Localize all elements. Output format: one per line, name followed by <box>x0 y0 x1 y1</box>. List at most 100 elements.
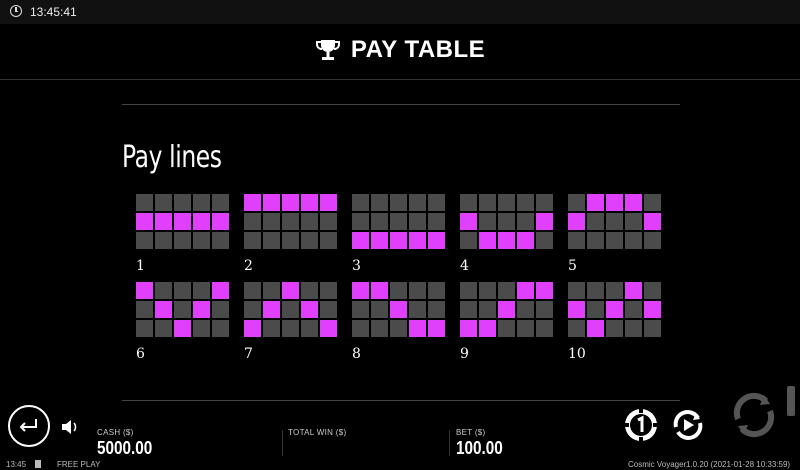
payline-cell <box>644 194 661 211</box>
payline-cell-active <box>644 301 661 318</box>
payline-cell <box>136 232 153 249</box>
payline-cell-active <box>244 194 261 211</box>
payline-cell <box>479 213 496 230</box>
payline-cell-active <box>320 320 337 337</box>
payline-cell-active <box>320 194 337 211</box>
payline-cell <box>212 232 229 249</box>
payline-cell <box>460 301 477 318</box>
payline-cell <box>587 282 604 299</box>
payline-8: 8 <box>352 282 445 362</box>
payline-cell-active <box>517 232 534 249</box>
payline-cell <box>212 301 229 318</box>
payline-cell <box>212 194 229 211</box>
payline-cell <box>371 320 388 337</box>
payline-6: 6 <box>136 282 229 362</box>
payline-cell <box>282 320 299 337</box>
payline-1: 1 <box>136 194 229 274</box>
payline-cell-active <box>301 301 318 318</box>
total-win-label: TOTAL WIN ($) <box>288 428 347 437</box>
payline-cell <box>174 301 191 318</box>
payline-cell <box>498 320 515 337</box>
payline-cell <box>193 320 210 337</box>
payline-number: 7 <box>244 346 253 362</box>
payline-cell <box>625 213 642 230</box>
payline-cell <box>155 320 172 337</box>
payline-cell <box>644 282 661 299</box>
section-title: Pay lines <box>122 140 222 175</box>
payline-cell <box>409 282 426 299</box>
payline-cell <box>460 232 477 249</box>
payline-cell <box>644 232 661 249</box>
payline-cell-active <box>282 194 299 211</box>
scrollbar-thumb[interactable] <box>787 386 795 416</box>
payline-cell <box>587 232 604 249</box>
payline-5: 5 <box>568 194 661 274</box>
payline-cell-active <box>428 320 445 337</box>
payline-cell <box>244 282 261 299</box>
payline-cell <box>625 301 642 318</box>
payline-10: 10 <box>568 282 661 362</box>
page-header: PAY TABLE <box>0 34 800 66</box>
payline-cell <box>587 213 604 230</box>
payline-cell <box>352 213 369 230</box>
payline-cell-active <box>536 282 553 299</box>
payline-cell-active <box>606 194 623 211</box>
payline-cell <box>536 301 553 318</box>
payline-cell <box>536 320 553 337</box>
status-bar: 13:45 FREE PLAY Cosmic Voyager 1.0.20 (2… <box>0 458 800 470</box>
payline-cell-active <box>212 213 229 230</box>
payline-cell-active <box>409 232 426 249</box>
payline-cell <box>193 282 210 299</box>
payline-cell-active <box>428 232 445 249</box>
top-bar: 13:45:41 <box>0 0 800 24</box>
spin-button-icon[interactable] <box>728 389 780 441</box>
payline-cell-active <box>536 213 553 230</box>
payline-cell <box>352 194 369 211</box>
payline-cell <box>428 282 445 299</box>
back-button[interactable] <box>8 405 50 447</box>
autoplay-icon[interactable] <box>670 407 706 443</box>
payline-cell <box>606 213 623 230</box>
payline-cell <box>498 194 515 211</box>
payline-cell <box>244 301 261 318</box>
speaker-icon[interactable] <box>60 418 80 436</box>
payline-cell-active <box>371 232 388 249</box>
play-mode: FREE PLAY <box>57 460 101 469</box>
bet-chip-button[interactable] <box>623 407 659 443</box>
payline-cell <box>568 194 585 211</box>
payline-2: 2 <box>244 194 337 274</box>
payline-cell <box>390 282 407 299</box>
payline-cell-active <box>193 301 210 318</box>
payline-cell <box>371 194 388 211</box>
payline-cell <box>320 232 337 249</box>
payline-cell <box>136 301 153 318</box>
payline-number: 8 <box>352 346 361 362</box>
payline-cell <box>460 194 477 211</box>
payline-cell <box>568 320 585 337</box>
payline-cell-active <box>568 213 585 230</box>
payline-number: 4 <box>460 258 469 274</box>
payline-cell <box>409 213 426 230</box>
payline-cell-active <box>587 320 604 337</box>
payline-cell-active <box>625 282 642 299</box>
payline-cell <box>282 301 299 318</box>
payline-cell-active <box>174 213 191 230</box>
payline-cell <box>244 232 261 249</box>
payline-cell-active <box>371 282 388 299</box>
payline-cell <box>320 282 337 299</box>
header-divider <box>0 79 800 80</box>
payline-number: 1 <box>136 258 145 274</box>
payline-cell-active <box>174 320 191 337</box>
payline-cell <box>625 232 642 249</box>
payline-cell <box>301 282 318 299</box>
payline-grid <box>136 194 229 249</box>
payline-cell <box>282 213 299 230</box>
payline-cell <box>193 232 210 249</box>
game-name: Cosmic Voyager <box>628 460 687 469</box>
payline-cell-active <box>498 232 515 249</box>
payline-cell-active <box>352 232 369 249</box>
payline-cell <box>390 213 407 230</box>
payline-cell <box>136 194 153 211</box>
payline-cell-active <box>498 301 515 318</box>
payline-cell <box>352 301 369 318</box>
